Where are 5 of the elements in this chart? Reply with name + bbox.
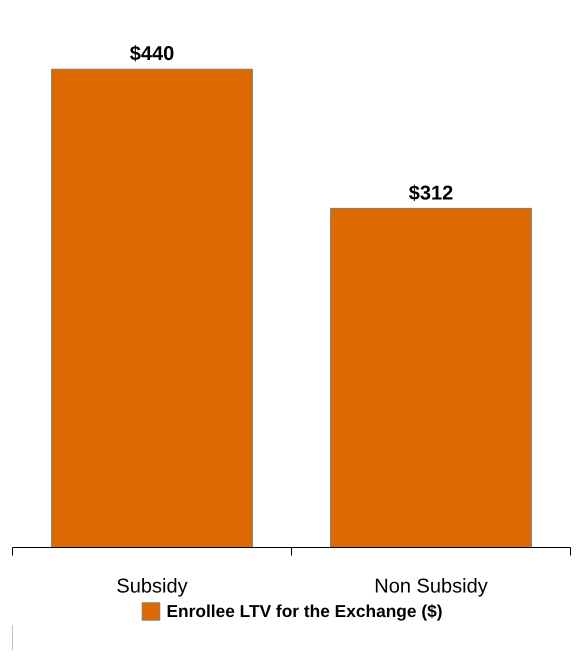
data-label: $440 (130, 43, 174, 66)
x-tick-label: Subsidy (116, 576, 188, 598)
x-tick-label: Non Subsidy (374, 576, 488, 598)
legend-label: Enrollee LTV for the Exchange ($) (166, 600, 443, 622)
data-label: $312 (408, 182, 454, 204)
